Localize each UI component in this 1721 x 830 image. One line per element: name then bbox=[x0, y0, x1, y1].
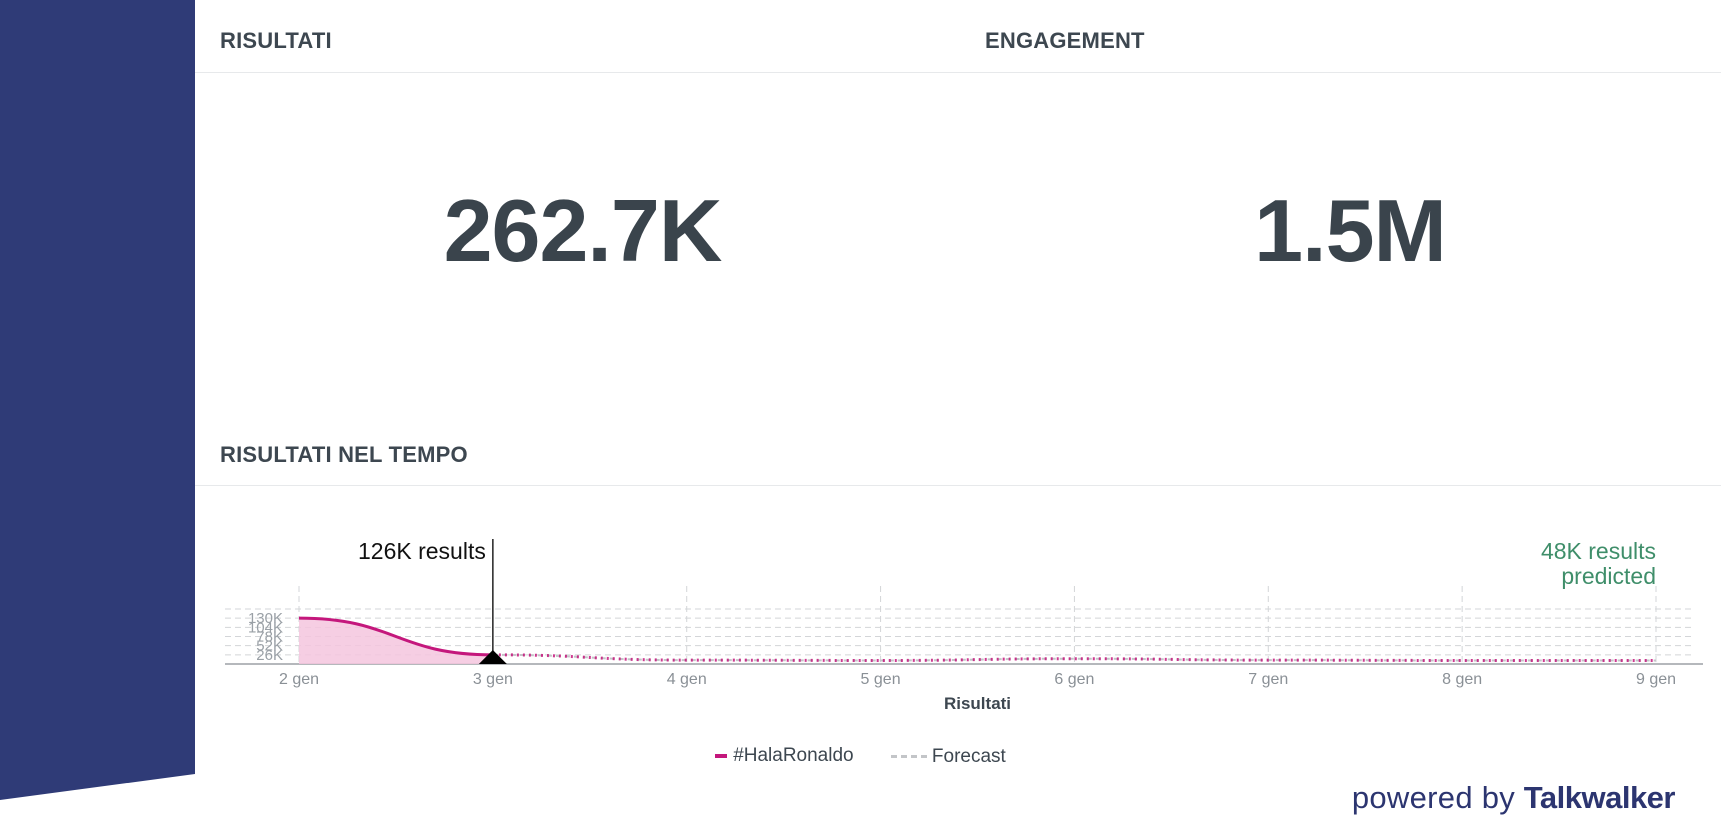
results-over-time-chart: 26K 52K 78K 104K 130K 2 gen 3 gen 4 gen 5 gen 6 g… bbox=[195, 520, 1721, 720]
results-value: 262.7K bbox=[443, 181, 723, 280]
engagement-value: 1.5M bbox=[1254, 181, 1447, 280]
legend-item-series[interactable]: #HalaRonaldo bbox=[715, 745, 854, 767]
engagement-panel-title: ENGAGEMENT bbox=[985, 28, 1145, 53]
x-tick-label: 9 gen bbox=[1636, 671, 1676, 688]
series-line bbox=[298, 616, 493, 657]
annotation-predicted-results: 48K results bbox=[1541, 538, 1656, 564]
powered-by-logo: powered by Talkwalker bbox=[1351, 780, 1676, 816]
timeline-panel-title: RISULTATI NEL TEMPO bbox=[220, 442, 468, 467]
x-tick-label: 4 gen bbox=[667, 671, 707, 688]
forecast-swatch bbox=[890, 755, 927, 758]
powered-by-text: powered by bbox=[1351, 780, 1516, 815]
x-axis-title: Risultati bbox=[944, 694, 1011, 713]
y-tick-label: 26K bbox=[256, 647, 283, 664]
x-tick-label: 7 gen bbox=[1248, 671, 1288, 688]
series-area bbox=[299, 618, 493, 664]
series-swatch bbox=[715, 754, 728, 758]
series-projection-line bbox=[492, 653, 1656, 662]
sidebar-decor bbox=[0, 0, 195, 830]
annotation-marker-triangle bbox=[478, 650, 507, 664]
legend-item-forecast[interactable]: Forecast bbox=[890, 745, 1006, 768]
annotation-current-results: 126K results bbox=[358, 538, 486, 564]
x-tick-label: 8 gen bbox=[1442, 671, 1482, 688]
x-tick-label: 2 gen bbox=[279, 671, 319, 688]
annotation-predicted-results: predicted bbox=[1561, 563, 1656, 589]
legend-series-label: #HalaRonaldo bbox=[733, 745, 854, 766]
y-tick-label: 104K bbox=[248, 619, 283, 636]
results-panel-title: RISULTATI bbox=[220, 28, 332, 53]
x-tick-label: 3 gen bbox=[473, 671, 513, 688]
y-tick-label: 52K bbox=[256, 638, 283, 655]
y-tick-label: 78K bbox=[256, 629, 283, 646]
header-divider bbox=[195, 72, 1721, 73]
timeline-divider bbox=[195, 485, 1721, 486]
chart-legend: #HalaRonaldo Forecast bbox=[0, 742, 1721, 768]
legend-forecast-label: Forecast bbox=[931, 745, 1006, 767]
brand-name: Talkwalker bbox=[1523, 780, 1676, 815]
x-tick-label: 6 gen bbox=[1054, 671, 1094, 688]
x-tick-label: 5 gen bbox=[861, 671, 901, 688]
y-tick-label: 130K bbox=[248, 610, 283, 627]
